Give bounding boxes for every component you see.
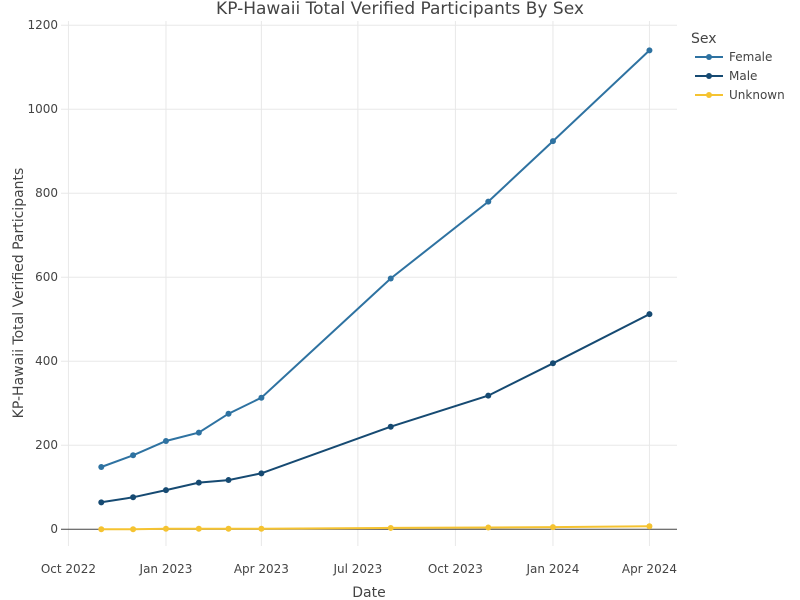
series-male <box>98 311 653 506</box>
y-ticks: 0 200 400 600 800 1000 1200 <box>27 18 58 536</box>
legend-swatch-marker <box>706 73 712 79</box>
x-ticks: Oct 2022 Jan 2023 Apr 2023 Jul 2023 Oct 2023… <box>41 562 677 576</box>
data-point-male <box>646 311 653 318</box>
legend-label: Female <box>729 50 772 64</box>
chart-title: KP-Hawaii Total Verified Participants By… <box>216 0 584 19</box>
x-tick-label: Apr 2024 <box>622 562 677 576</box>
data-point-male <box>549 360 556 367</box>
data-point-unknown <box>549 524 556 531</box>
data-point-female <box>258 394 265 401</box>
x-tick-label: Oct 2022 <box>41 562 96 576</box>
data-point-female <box>485 198 492 205</box>
legend: Sex Female Male Unknown <box>691 31 785 102</box>
series-female <box>98 47 653 471</box>
data-point-female <box>225 410 232 417</box>
y-axis-title: KP-Hawaii Total Verified Participants <box>11 168 27 419</box>
grid <box>61 21 677 546</box>
legend-item-male[interactable]: Male <box>695 69 757 83</box>
y-tick-label: 400 <box>35 354 58 368</box>
data-point-male <box>195 479 202 486</box>
x-tick-label: Oct 2023 <box>428 562 483 576</box>
data-point-unknown <box>162 525 169 532</box>
y-tick-label: 200 <box>35 438 58 452</box>
data-point-unknown <box>258 525 265 532</box>
x-tick-label: Apr 2023 <box>234 562 289 576</box>
data-point-unknown <box>225 525 232 532</box>
legend-items: Female Male Unknown <box>695 50 785 102</box>
legend-item-female[interactable]: Female <box>695 50 772 64</box>
x-tick-label: Jul 2023 <box>332 562 382 576</box>
data-point-unknown <box>98 526 105 533</box>
data-point-female <box>98 464 105 471</box>
x-axis-title: Date <box>352 585 385 600</box>
y-tick-label: 800 <box>35 186 58 200</box>
data-point-male <box>225 477 232 484</box>
data-point-female <box>549 138 556 145</box>
data-point-female <box>387 275 394 282</box>
data-point-male <box>162 487 169 494</box>
legend-label: Unknown <box>729 88 785 102</box>
y-tick-label: 1200 <box>27 18 58 32</box>
y-tick-label: 0 <box>50 522 58 536</box>
series-line-female <box>100 49 651 468</box>
legend-swatch-marker <box>706 92 712 98</box>
y-tick-label: 1000 <box>27 102 58 116</box>
series-unknown <box>98 523 653 533</box>
data-point-unknown <box>195 525 202 532</box>
data-point-unknown <box>646 523 653 530</box>
data-point-unknown <box>387 524 394 531</box>
data-point-unknown <box>485 524 492 531</box>
x-tick-label: Jan 2023 <box>139 562 193 576</box>
legend-swatch-marker <box>706 54 712 60</box>
data-point-unknown <box>130 526 137 533</box>
data-point-male <box>485 392 492 399</box>
data-point-male <box>98 499 105 506</box>
series-line-unknown <box>101 525 650 531</box>
data-point-male <box>387 423 394 430</box>
legend-label: Male <box>729 69 757 83</box>
legend-item-unknown[interactable]: Unknown <box>695 88 785 102</box>
series-layer <box>98 47 653 533</box>
data-point-female <box>130 452 137 459</box>
data-point-female <box>646 47 653 54</box>
series-line-male <box>101 313 650 504</box>
data-point-male <box>258 470 265 477</box>
x-tick-label: Jan 2024 <box>526 562 580 576</box>
y-tick-label: 600 <box>35 270 58 284</box>
data-point-female <box>162 438 169 444</box>
data-point-male <box>130 494 137 501</box>
data-point-female <box>195 429 202 436</box>
legend-title: Sex <box>691 31 717 47</box>
